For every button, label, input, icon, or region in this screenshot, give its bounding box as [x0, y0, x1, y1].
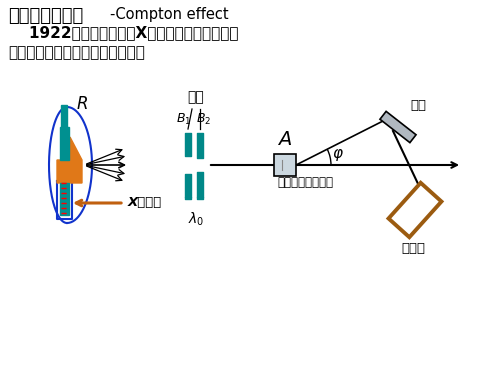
Text: 1922年间康普顿观察X射线通过物质散射时，: 1922年间康普顿观察X射线通过物质散射时， — [8, 25, 238, 40]
Text: 探测器: 探测器 — [401, 242, 425, 255]
Text: $B_1$: $B_1$ — [176, 112, 192, 127]
Polygon shape — [388, 183, 442, 237]
Text: $B_2$: $B_2$ — [196, 112, 212, 127]
Text: 晶体: 晶体 — [410, 99, 426, 112]
Text: 石墨体（散射物）: 石墨体（散射物） — [277, 176, 333, 189]
Text: $A$: $A$ — [278, 130, 292, 149]
Text: $R$: $R$ — [76, 95, 88, 113]
Bar — [274, 154, 296, 176]
Polygon shape — [60, 183, 69, 215]
Polygon shape — [49, 107, 92, 223]
Polygon shape — [57, 137, 82, 183]
Text: X射线管: X射线管 — [128, 195, 162, 208]
Text: 发现散射的波长发生变化的现象。: 发现散射的波长发生变化的现象。 — [8, 45, 145, 60]
Polygon shape — [61, 105, 67, 127]
Text: $\varphi$: $\varphi$ — [332, 147, 344, 163]
Text: 光阀: 光阀 — [188, 90, 204, 104]
Text: $\lambda_0$: $\lambda_0$ — [188, 211, 204, 228]
Text: 二、康普顿效应: 二、康普顿效应 — [8, 7, 83, 25]
Polygon shape — [60, 127, 69, 160]
Polygon shape — [380, 111, 416, 142]
Text: -Compton effect: -Compton effect — [110, 7, 228, 22]
